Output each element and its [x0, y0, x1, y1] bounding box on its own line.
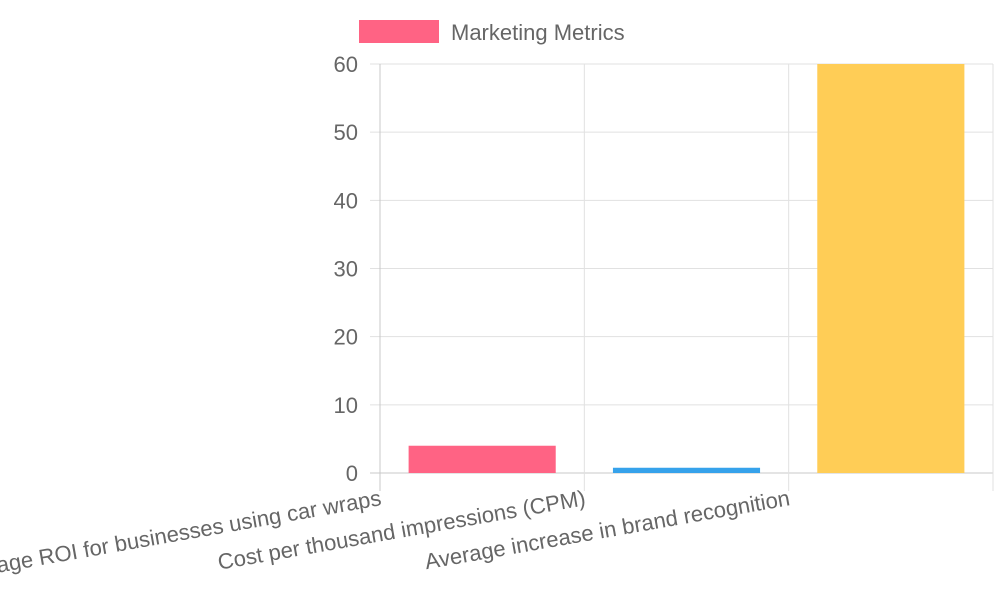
y-tick-label: 10	[334, 393, 358, 418]
bar[interactable]	[408, 445, 556, 473]
legend-label: Marketing Metrics	[451, 20, 625, 45]
legend[interactable]: Marketing Metrics	[359, 20, 625, 45]
x-axis-labels: Average ROI for businesses using car wra…	[0, 485, 792, 585]
bar[interactable]	[817, 64, 965, 473]
y-tick-label: 50	[334, 120, 358, 145]
legend-swatch	[359, 20, 439, 43]
y-tick-label: 20	[334, 325, 358, 350]
bar[interactable]	[612, 467, 761, 473]
x-category-label: Average increase in brand recognition	[423, 485, 792, 574]
y-tick-label: 60	[334, 52, 358, 77]
grid-lines	[370, 63, 994, 491]
bars	[408, 64, 965, 473]
y-tick-label: 30	[334, 257, 358, 282]
y-axis-ticks: 0 10 20 30 40 50 60	[334, 52, 358, 486]
y-tick-label: 40	[334, 188, 358, 213]
y-tick-label: 0	[346, 461, 358, 486]
